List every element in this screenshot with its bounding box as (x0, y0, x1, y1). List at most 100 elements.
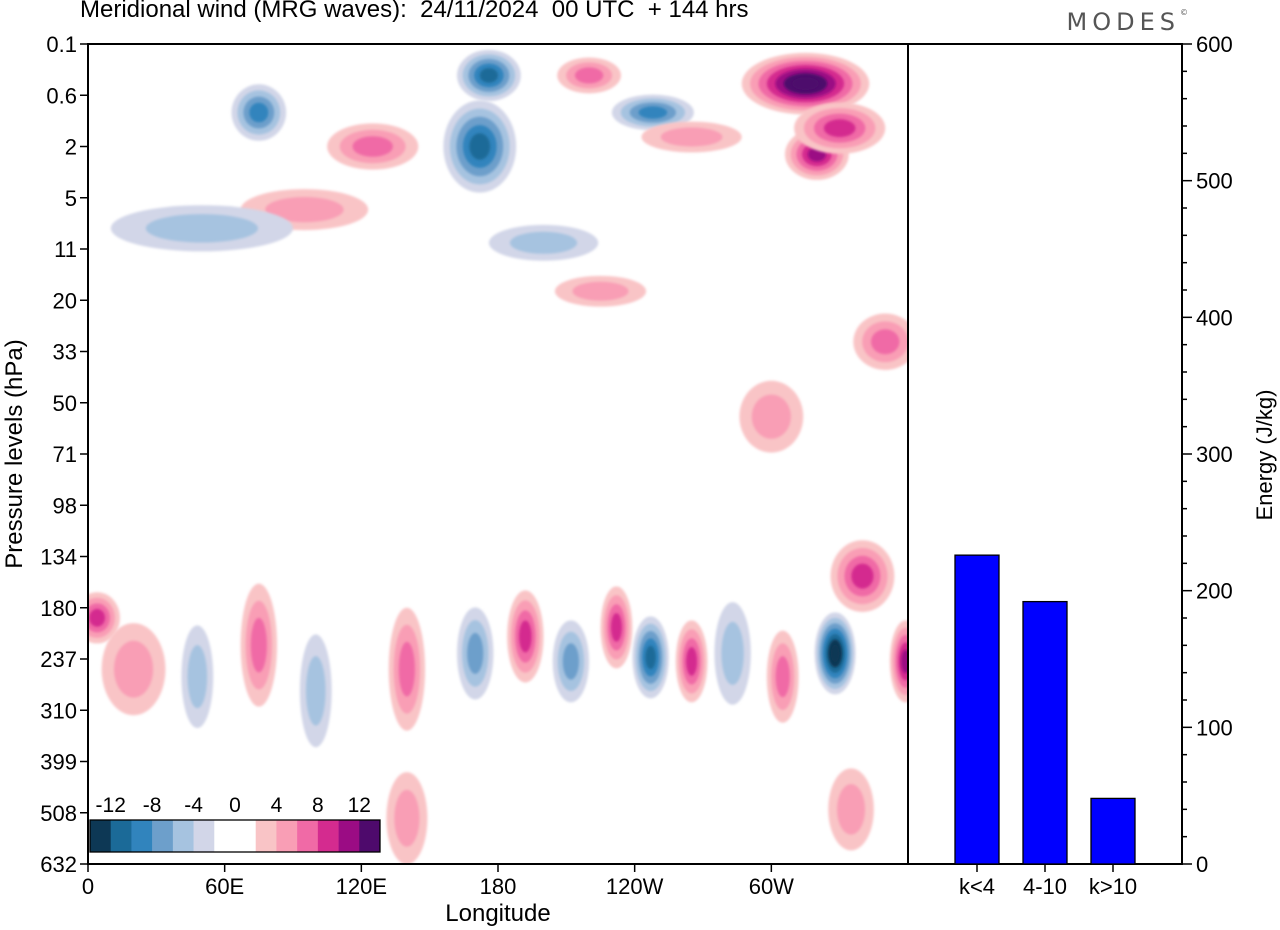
contour-band (113, 640, 154, 698)
colorbar-swatch (359, 820, 381, 852)
energy-tick-label: 600 (1196, 32, 1233, 57)
bar-category-label: k>10 (1089, 874, 1137, 899)
logo-text: MODES (1066, 8, 1180, 36)
axes-group: 0.1 0.6 2 5 11 20 33 50 71 98 134 180 237 310 399 508 63… (1, 32, 1277, 927)
x-tick-label: 120W (606, 874, 664, 899)
contour-band (721, 621, 744, 685)
x-tick-label: 60E (205, 874, 244, 899)
y-tick-label: 50 (53, 391, 77, 416)
energy-tick-label: 400 (1196, 305, 1233, 330)
contour-band (250, 617, 267, 673)
colorbar-swatch (338, 820, 360, 852)
x-tick-label: 180 (480, 874, 517, 899)
colorbar: -12 -8 -4 0 4 8 12 (89, 794, 381, 853)
contour-band (467, 632, 484, 674)
contour-band (519, 620, 532, 653)
colorbar-swatch (317, 820, 339, 852)
contour-band (660, 127, 723, 147)
energy-tick-label: 100 (1196, 715, 1233, 740)
contour-band (837, 784, 866, 835)
contour-band (89, 608, 106, 627)
contour-band (751, 394, 791, 439)
colorbar-swatch (193, 820, 215, 852)
contour-band (851, 563, 874, 589)
colorbar-swatch (276, 820, 298, 852)
colorbar-swatch (235, 820, 257, 852)
y-tick-label: 20 (53, 288, 77, 313)
contour-band (145, 214, 258, 243)
contour-band (572, 281, 629, 301)
energy-bars: k<4 4-10 k>10 (954, 554, 1137, 899)
y-tick-label: 180 (40, 596, 77, 621)
contour-band (509, 231, 578, 254)
contour-band (469, 133, 491, 160)
colorbar-frame (89, 819, 381, 853)
contour-band (830, 644, 840, 663)
contour-band (352, 136, 393, 157)
colorbar-swatch (152, 820, 174, 852)
y-tick-label: 71 (53, 442, 77, 467)
energy-bar (1022, 600, 1068, 865)
y-tick-label: 11 (54, 237, 77, 262)
contour-band (775, 656, 790, 698)
energy-bar (1090, 797, 1136, 865)
colorbar-swatch (297, 820, 319, 852)
heatmap-contours (88, 49, 908, 864)
x-tick-label: 120E (336, 874, 387, 899)
colorbar-label: 0 (229, 794, 241, 817)
colorbar-swatch (255, 820, 277, 852)
colorbar-swatch (214, 820, 236, 852)
contour-band (398, 641, 415, 697)
contour-band (249, 102, 269, 123)
contour-band (265, 197, 344, 223)
y-tick-label: 310 (40, 698, 77, 723)
y-tick-label: 0.6 (46, 83, 77, 108)
y-tick-label: 399 (40, 750, 77, 775)
energy-tick-label: 500 (1196, 169, 1233, 194)
colorbar-label: -8 (143, 794, 162, 817)
colorbar-label: 4 (271, 794, 283, 817)
y-tick-label: 237 (40, 647, 77, 672)
colorbar-swatch (90, 820, 112, 852)
contour-band (610, 613, 622, 642)
colorbar-label: 12 (348, 794, 371, 817)
plot-frame (87, 43, 1183, 865)
contour-band (823, 119, 856, 138)
x-tick-label: 0 (82, 874, 94, 899)
energy-bar (954, 554, 1000, 865)
y-tick-label: 5 (65, 186, 77, 211)
chart-title: Meridional wind (MRG waves): 24/11/2024 … (80, 0, 749, 23)
contour-band (645, 645, 656, 670)
contour-band (901, 649, 908, 674)
contour-band (638, 106, 668, 119)
contour-band (479, 68, 498, 83)
y-axis-label: Pressure levels (hPa) (1, 339, 28, 568)
y-tick-label: 33 (53, 340, 77, 365)
energy-tick-label: 0 (1196, 852, 1208, 877)
colorbar-swatch (131, 820, 153, 852)
y-tick-label: 0.1 (46, 32, 77, 57)
contour-band (187, 645, 208, 709)
contour-band (792, 77, 819, 91)
colorbar-label: -4 (184, 794, 203, 817)
x-axis-label: Longitude (445, 900, 550, 927)
energy-tick-label: 300 (1196, 442, 1233, 467)
bar-category-label: 4-10 (1023, 874, 1067, 899)
contour-band (574, 67, 604, 84)
colorbar-label: 8 (312, 794, 324, 817)
contour-band (562, 643, 579, 680)
y-tick-label: 2 (65, 135, 77, 160)
modes-logo: MODES© (1066, 8, 1188, 36)
y-tick-label: 508 (40, 801, 77, 826)
y-tick-label: 134 (40, 545, 77, 570)
contour-band (871, 329, 900, 355)
y-tick-label: 632 (40, 852, 77, 877)
bar-category-label: k<4 (959, 874, 995, 899)
colorbar-swatch (110, 820, 132, 852)
colorbar-label: -12 (96, 794, 126, 817)
contour-band (686, 647, 698, 676)
y-tick-label: 98 (53, 493, 77, 518)
x-tick-label: 60W (749, 874, 794, 899)
contour-band (394, 789, 420, 847)
